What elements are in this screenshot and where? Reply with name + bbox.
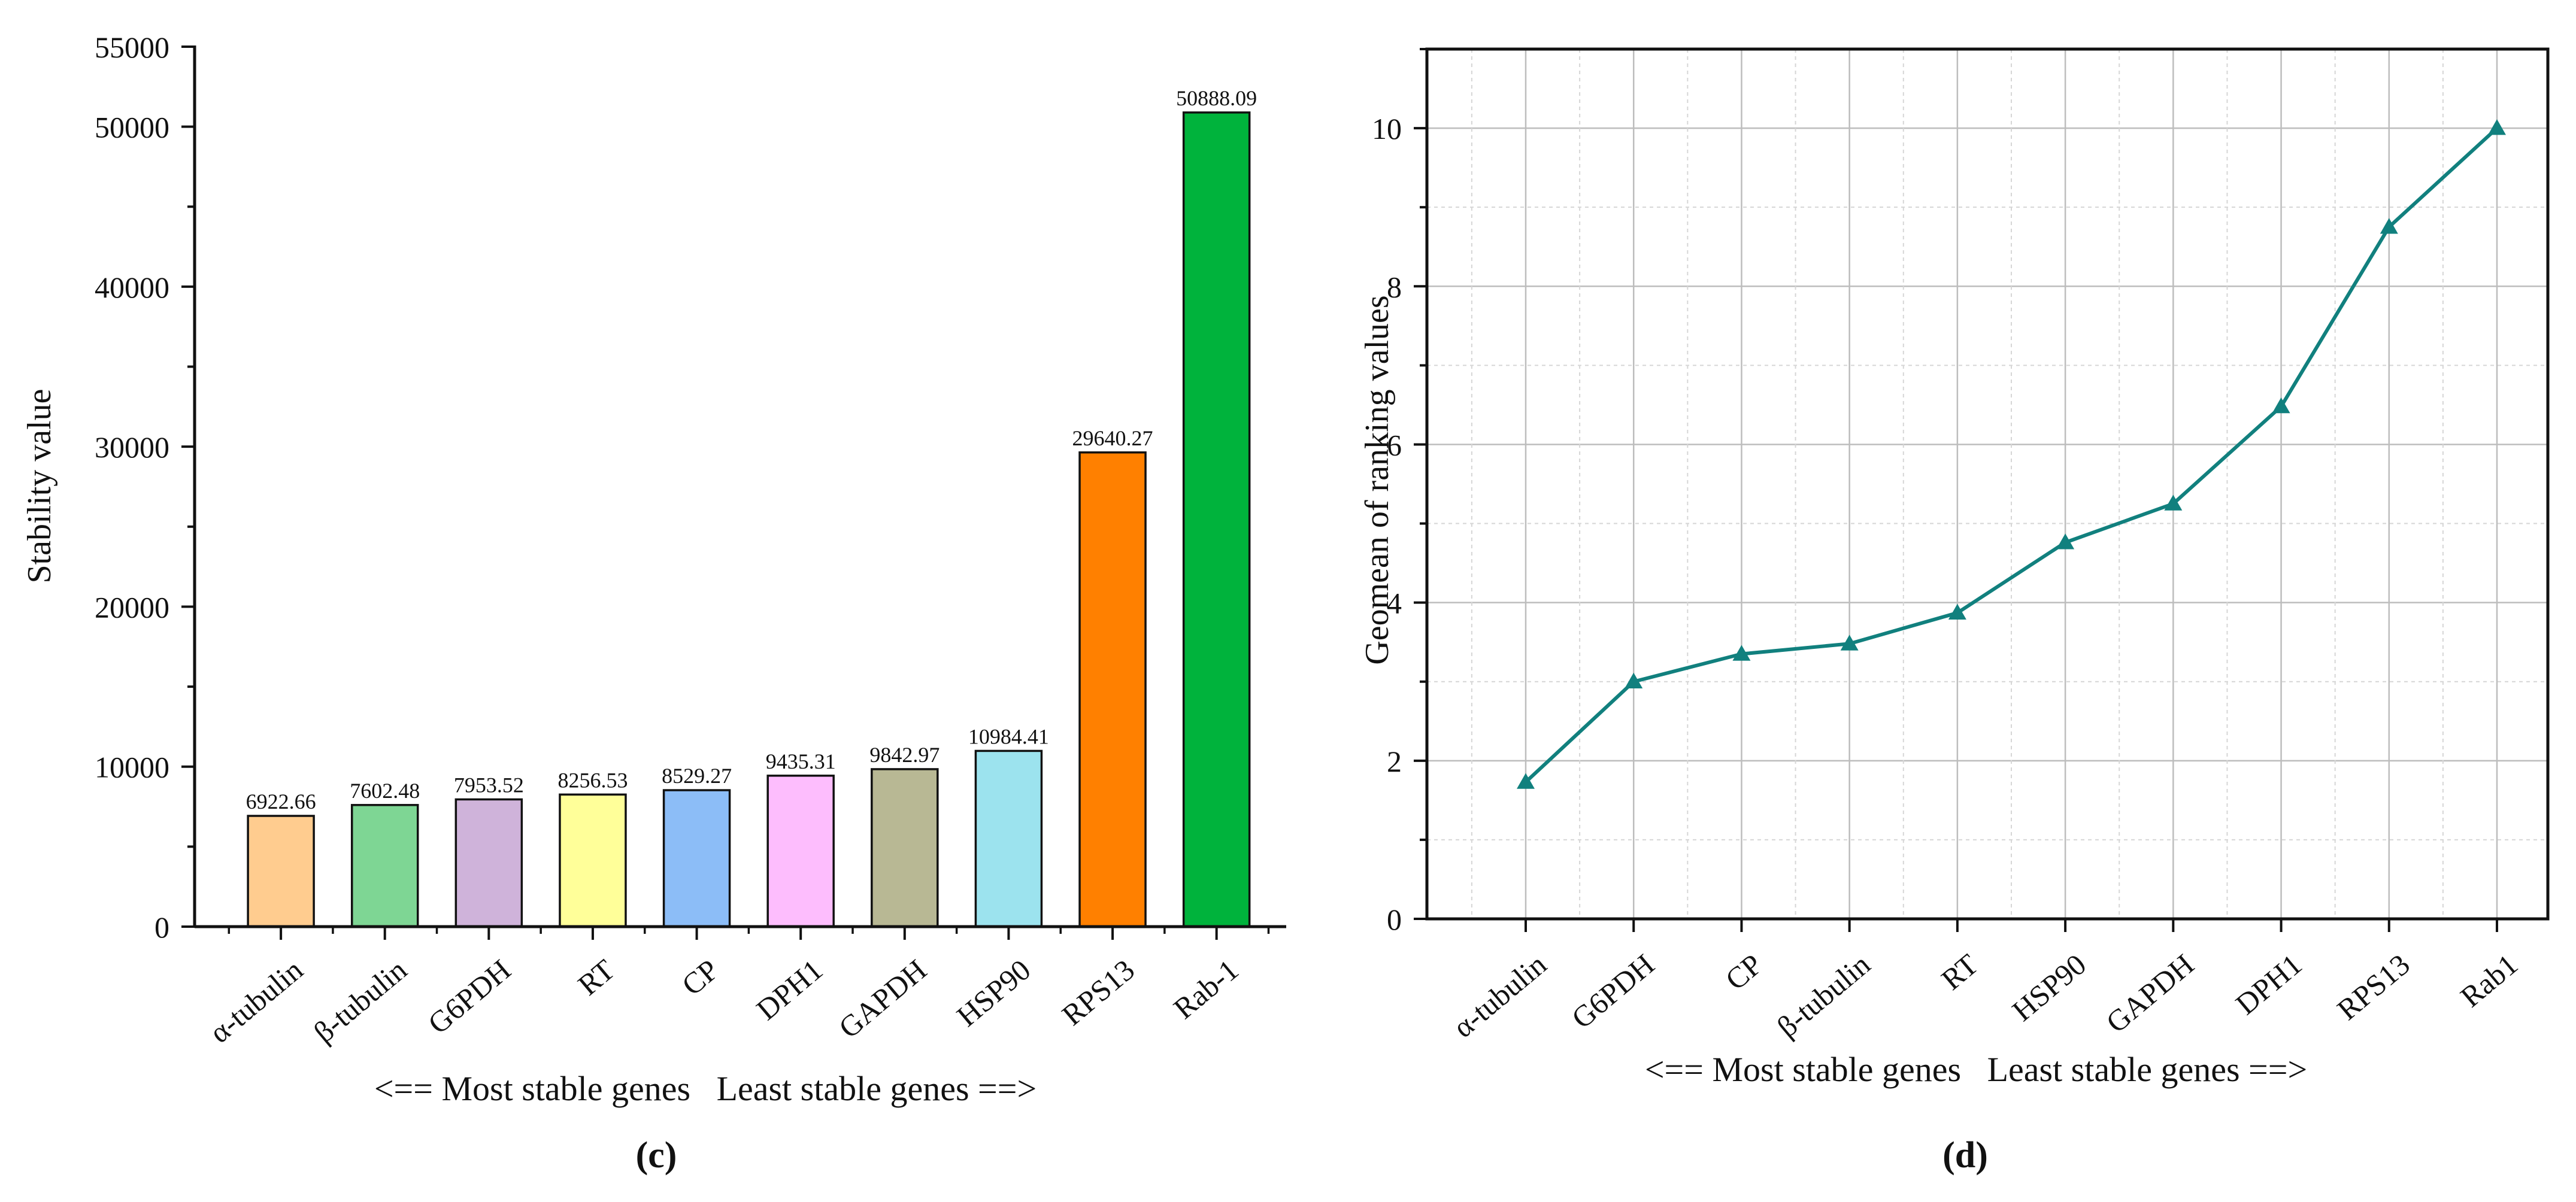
data-point-marker	[1625, 672, 1643, 688]
line-chart-y-axis-label: Geomean of ranking values	[1359, 295, 1396, 664]
data-point-marker	[1732, 645, 1751, 661]
bar-chart-panel: 6922.66 7602.48 7953.52 8256.53 8529.27 9435.…	[21, 31, 1286, 1176]
bar-6	[766, 775, 835, 928]
data-point-marker	[2164, 494, 2183, 511]
bar-value-label: 50888.09	[1176, 86, 1257, 110]
bar-chart-x-axis-label: <== Most stable genes Least stable genes…	[374, 1069, 1037, 1108]
data-point-marker	[2488, 119, 2506, 135]
y-tick-label: 4	[1387, 587, 1402, 620]
bar-value-label: 9435.31	[766, 749, 836, 773]
y-tick-label: 0	[154, 910, 169, 944]
x-tick-label: RPS13	[1056, 953, 1141, 1032]
line-chart-panel: 0 2 4 6 8 10 α-tubulin G6PDH CP β-tubulin RT HSP90…	[1359, 47, 2550, 1176]
x-tick-label: CP	[1719, 948, 1769, 997]
x-tick-label: G6PDH	[422, 953, 517, 1040]
x-tick-label: CP	[675, 953, 725, 1002]
x-tick-label: RPS13	[2330, 948, 2416, 1027]
bar-value-label: 8529.27	[662, 764, 732, 788]
x-tick-label: HSP90	[2006, 948, 2093, 1028]
line-chart-y-ticks: 0 2 4 6 8 10	[1372, 48, 1427, 936]
x-tick-label: Rab1	[2454, 948, 2524, 1014]
bar-3	[454, 798, 523, 928]
bar-series	[247, 111, 1251, 928]
line-chart-frame	[1425, 47, 2550, 921]
x-tick-label: β-tubulin	[307, 953, 413, 1049]
y-tick-label: 20000	[95, 590, 169, 624]
y-tick-label: 0	[1387, 903, 1402, 936]
bar-value-label: 7602.48	[350, 779, 420, 803]
data-point-marker	[1840, 635, 1859, 651]
y-tick-label: 55000	[95, 31, 169, 64]
x-tick-label: α-tubulin	[203, 953, 309, 1050]
x-tick-label: G6PDH	[1565, 948, 1660, 1035]
bar-9	[1078, 451, 1147, 928]
line-chart-panel-label: (d)	[1942, 1135, 1988, 1176]
x-tick-label: RT	[1935, 948, 1984, 997]
data-point-marker	[2272, 397, 2290, 414]
bar-value-label: 8256.53	[557, 768, 628, 792]
bar-chart-panel-label: (c)	[636, 1135, 677, 1176]
x-tick-label: β-tubulin	[1771, 948, 1877, 1044]
bar-4	[559, 793, 627, 928]
y-tick-label: 2	[1387, 745, 1402, 778]
y-tick-label: 50000	[95, 111, 169, 144]
line-chart-x-axis-label: <== Most stable genes Least stable genes…	[1645, 1050, 2307, 1089]
bar-chart-axes	[193, 45, 1286, 928]
bar-value-labels: 6922.66 7602.48 7953.52 8256.53 8529.27 9435.…	[246, 86, 1257, 814]
line-series	[1517, 119, 2506, 789]
bar-1	[247, 815, 315, 928]
x-tick-label: Rab-1	[1167, 953, 1245, 1025]
y-tick-label: 8	[1387, 270, 1402, 303]
y-tick-label: 10000	[95, 751, 169, 784]
x-tick-label: GAPDH	[2099, 948, 2200, 1040]
bar-10	[1182, 111, 1251, 928]
y-tick-label: 40000	[95, 271, 169, 304]
x-tick-label: RT	[571, 953, 621, 1002]
x-tick-label: GAPDH	[832, 953, 933, 1045]
x-tick-label: α-tubulin	[1447, 948, 1553, 1045]
line-chart-axes	[1425, 47, 2550, 921]
y-tick-label: 6	[1387, 428, 1402, 462]
bar-2	[350, 804, 419, 928]
x-tick-label: HSP90	[950, 953, 1037, 1033]
bar-value-label: 9842.97	[869, 743, 940, 767]
y-tick-label: 30000	[95, 430, 169, 464]
bar-chart-y-axis-label: Stability value	[21, 388, 58, 583]
bar-5	[662, 789, 731, 928]
bar-value-label: 29640.27	[1072, 426, 1153, 450]
data-point-marker	[1517, 773, 1535, 789]
bar-8	[974, 749, 1043, 928]
series-line	[1524, 126, 2499, 784]
line-chart-grid	[1427, 49, 2548, 919]
bar-chart-y-ticks: 0 10000 20000 30000 40000 50000 55000	[95, 31, 195, 944]
y-tick-label: 10	[1372, 112, 1402, 145]
bar-value-label: 6922.66	[246, 790, 316, 814]
line-chart-x-ticks: α-tubulin G6PDH CP β-tubulin RT HSP90 GAPDH DPH…	[1447, 919, 2524, 1044]
bar-7	[871, 768, 939, 928]
x-tick-label: DPH1	[2229, 948, 2308, 1021]
data-point-marker	[2380, 218, 2398, 234]
data-point-marker	[1948, 603, 1966, 620]
bar-value-label: 10984.41	[968, 724, 1049, 748]
x-tick-label: DPH1	[750, 953, 829, 1027]
data-point-marker	[2056, 533, 2075, 550]
bar-value-label: 7953.52	[454, 773, 524, 797]
